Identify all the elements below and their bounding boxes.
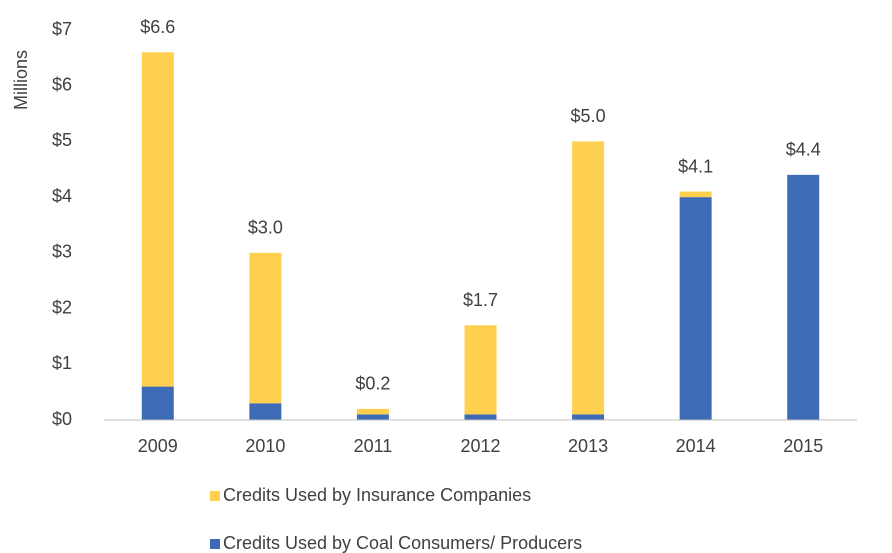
bar-segment xyxy=(356,414,389,420)
x-tick-label: 2015 xyxy=(783,436,823,456)
bar-segment xyxy=(141,52,174,387)
total-label: $3.0 xyxy=(248,218,283,238)
legend-label: Credits Used by Insurance Companies xyxy=(223,485,531,505)
bar-segment xyxy=(356,408,389,415)
legend-swatch xyxy=(210,491,220,501)
x-tick-label: 2013 xyxy=(568,436,608,456)
total-label: $0.2 xyxy=(355,374,390,394)
total-label: $4.1 xyxy=(678,156,713,176)
y-tick-label: $7 xyxy=(52,19,72,39)
x-tick-label: 2012 xyxy=(460,436,500,456)
total-label: $1.7 xyxy=(463,290,498,310)
legend-label: Credits Used by Coal Consumers/ Producer… xyxy=(223,533,582,553)
y-tick-label: $1 xyxy=(52,353,72,373)
legend-swatch xyxy=(210,539,220,549)
bar-segment xyxy=(249,403,282,420)
y-tick-label: $0 xyxy=(52,409,72,429)
bar-segment xyxy=(464,325,497,415)
bar-segment xyxy=(679,191,712,198)
x-tick-label: 2011 xyxy=(354,436,393,456)
bar-segment xyxy=(464,414,497,420)
total-label: $6.6 xyxy=(140,17,175,37)
x-tick-label: 2009 xyxy=(138,436,178,456)
y-tick-label: $2 xyxy=(52,297,72,317)
y-axis-label: Millions xyxy=(11,50,31,110)
bar-segment xyxy=(572,141,605,415)
bar-segment xyxy=(141,386,174,420)
y-tick-label: $6 xyxy=(52,74,72,94)
y-tick-label: $5 xyxy=(52,130,72,150)
bar-segment xyxy=(679,197,712,420)
x-tick-label: 2014 xyxy=(676,436,716,456)
bar-segment xyxy=(249,252,282,404)
bar-segment xyxy=(572,414,605,420)
x-tick-label: 2010 xyxy=(245,436,285,456)
bar-segment xyxy=(787,174,820,420)
total-label: $5.0 xyxy=(571,106,606,126)
total-label: $4.4 xyxy=(786,140,821,160)
y-tick-label: $4 xyxy=(52,186,72,206)
y-tick-label: $3 xyxy=(52,242,72,262)
